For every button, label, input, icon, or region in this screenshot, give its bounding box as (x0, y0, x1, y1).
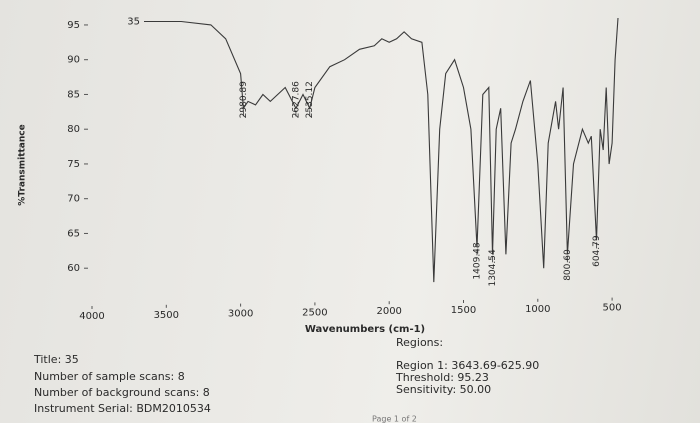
page-number: Page 1 of 2 (372, 415, 417, 423)
series-label: 35 (127, 16, 140, 27)
peak-label: 800.60 (563, 249, 573, 281)
y-axis-title: %Transmittance (18, 124, 28, 205)
y-tick-label: 60 (67, 263, 80, 274)
footer-line: Instrument Serial: BDM2010534 (34, 402, 211, 415)
y-tick-label: 75 (67, 159, 80, 170)
y-tick-label: 80 (67, 124, 80, 135)
peak-label: 1304.54 (488, 249, 498, 286)
x-tick-label: 2000 (376, 306, 401, 317)
x-axis-title: Wavenumbers (cm-1) (305, 324, 425, 335)
x-tick-label: 2500 (302, 307, 327, 318)
footer-line: Number of sample scans: 8 (34, 370, 185, 383)
footer-line: Sensitivity: 50.00 (396, 383, 491, 396)
x-tick-label: 500 (603, 303, 622, 314)
footer-line: Title: 35 (33, 353, 79, 366)
peak-label: 1409.48 (472, 242, 482, 279)
peak-label: 604.79 (592, 235, 602, 267)
y-tick-label: 95 (67, 20, 80, 31)
regions-heading: Regions: (396, 336, 443, 349)
peak-label: 2627.86 (291, 81, 301, 118)
x-tick-label: 3000 (228, 309, 253, 320)
x-tick-label: 3500 (154, 310, 179, 321)
y-tick-label: 65 (67, 228, 80, 239)
peak-label: 2980.89 (239, 81, 249, 118)
x-tick-label: 1000 (525, 304, 550, 315)
spectrum-line (144, 17, 619, 283)
y-tick-label: 90 (67, 55, 80, 66)
y-tick-label: 70 (67, 194, 80, 205)
footer-line: Region 1: 3643.69-625.90 (396, 359, 539, 372)
x-tick-label: 4000 (79, 311, 104, 322)
peak-label: 2535.12 (305, 81, 315, 118)
footer-line: Threshold: 95.23 (395, 371, 489, 384)
y-tick-label: 85 (67, 89, 80, 100)
x-tick-label: 1500 (451, 305, 476, 316)
footer-line: Number of background scans: 8 (34, 386, 210, 399)
